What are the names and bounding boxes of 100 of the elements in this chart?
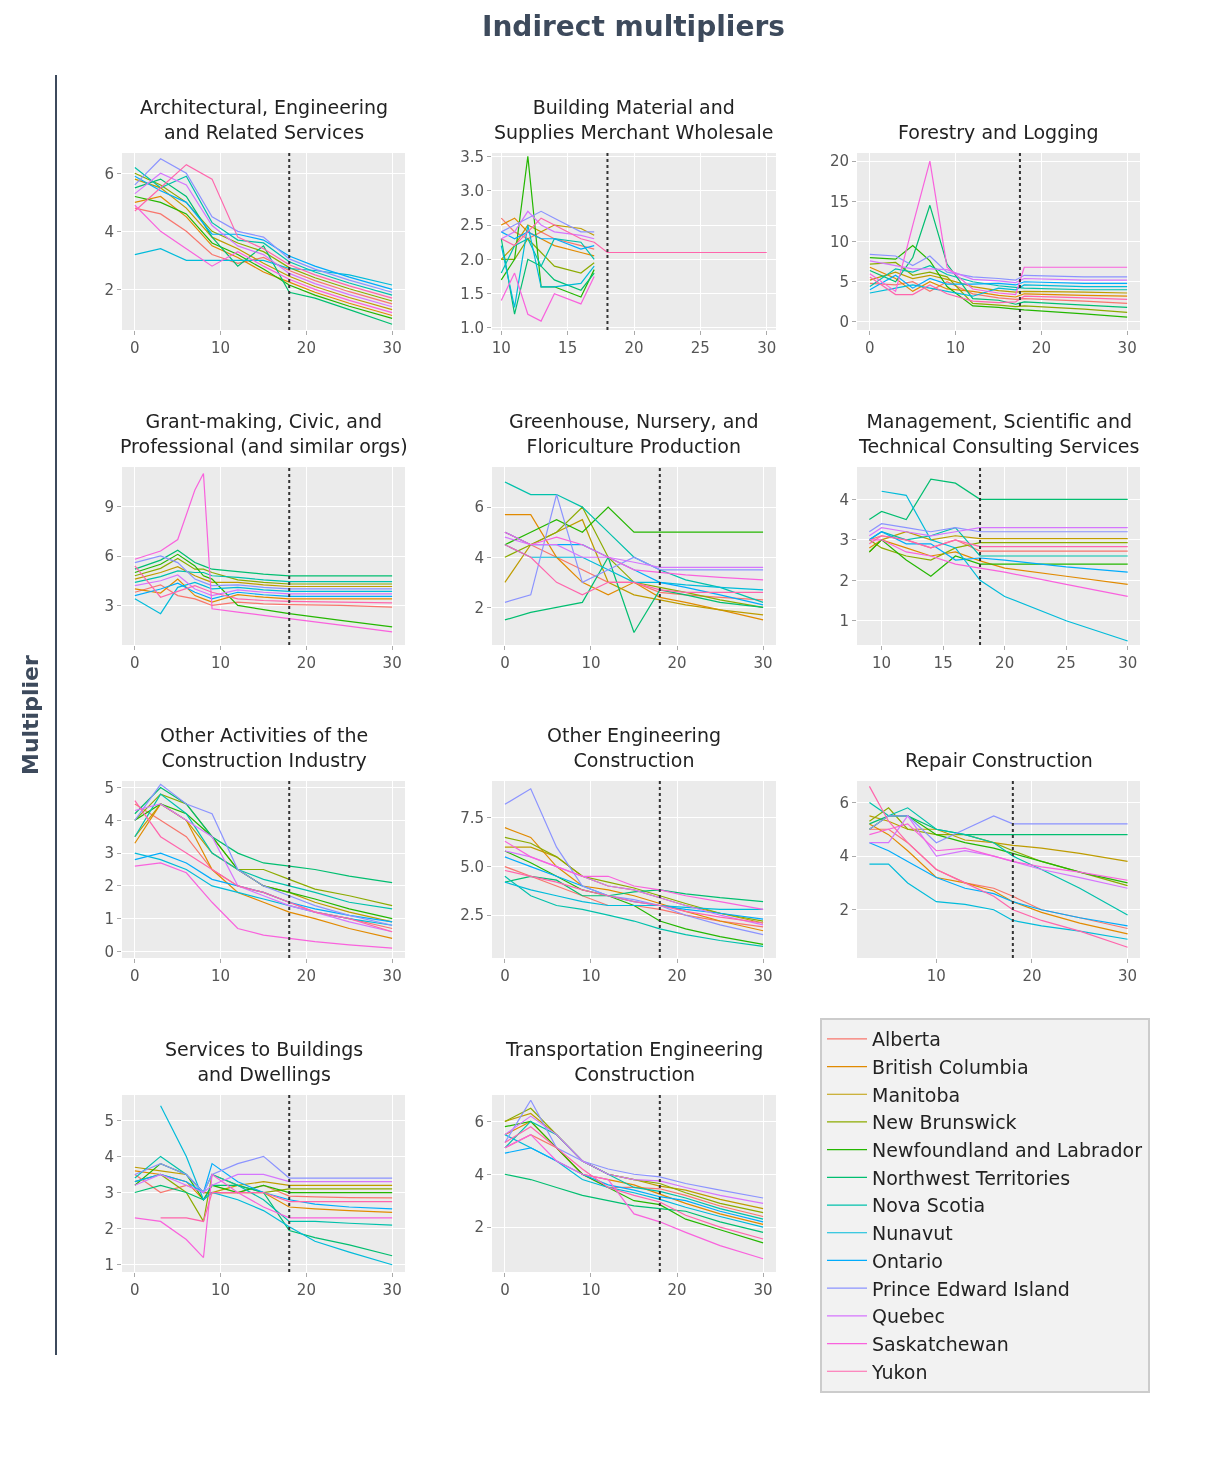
x-tick-label: 0 — [130, 654, 140, 672]
legend-label: New Brunswick — [872, 1111, 1017, 1134]
chart-title: Other Engineering Construction — [547, 724, 721, 771]
y-tick-label: 4 — [104, 222, 114, 241]
legend-label: Alberta — [872, 1028, 941, 1051]
x-tick-label: 10 — [581, 654, 601, 672]
y-tick-label: 15 — [829, 192, 849, 211]
x-tick-label: 10 — [926, 967, 946, 985]
y-tick-label: 1 — [839, 611, 849, 630]
legend-label: Quebec — [872, 1305, 945, 1328]
y-tick-label: 3.5 — [460, 147, 484, 166]
x-tick-label: 0 — [500, 654, 510, 672]
x-tick-label: 20 — [296, 1281, 316, 1299]
legend-label: Saskatchewan — [872, 1332, 1009, 1355]
text: Multiplier — [18, 655, 43, 775]
y-tick-label: 7.5 — [460, 809, 484, 828]
y-tick-label: 2.5 — [460, 906, 484, 925]
x-tick-label: 30 — [753, 1281, 773, 1299]
y-tick-label: 5.0 — [460, 857, 484, 876]
x-tick-label: 30 — [382, 1281, 402, 1299]
legend-label: Northwest Territories — [872, 1166, 1071, 1189]
x-tick-label: 20 — [667, 1281, 687, 1299]
chart-title: Management, Scientific and Technical Consulting Services — [858, 410, 1140, 457]
y-tick-label: 2 — [104, 280, 114, 299]
y-tick-label: 6 — [104, 164, 114, 183]
x-tick-label: 30 — [382, 339, 402, 357]
x-tick-label: 0 — [130, 967, 140, 985]
x-tick-label: 0 — [500, 967, 510, 985]
y-tick-label: 2 — [474, 1218, 484, 1237]
x-tick-label: 30 — [1118, 654, 1138, 672]
x-tick-label: 30 — [753, 654, 773, 672]
x-tick-label: 20 — [624, 339, 644, 357]
chart-title: Repair Construction — [905, 749, 1093, 771]
x-tick-label: 30 — [382, 967, 402, 985]
x-tick-label: 30 — [757, 339, 777, 357]
x-tick-label: 30 — [1118, 967, 1138, 985]
y-tick-label: 2 — [474, 598, 484, 617]
y-tick-label: 6 — [104, 547, 114, 566]
x-tick-label: 20 — [296, 967, 316, 985]
chart-title: Transportation Engineering Construction — [505, 1038, 764, 1085]
x-tick-label: 20 — [995, 654, 1015, 672]
y-tick-label: 3 — [104, 844, 114, 863]
y-tick-label: 2.5 — [460, 216, 484, 235]
chart-title: Greenhouse, Nursery, and Floriculture Production — [509, 410, 759, 457]
y-tick-label: 4 — [104, 811, 114, 830]
x-tick-label: 0 — [500, 1281, 510, 1299]
x-tick-label: 30 — [1117, 339, 1137, 357]
y-tick-label: 5 — [104, 778, 114, 797]
legend-label: Nova Scotia — [872, 1194, 986, 1217]
y-tick-label: 6 — [474, 1112, 484, 1131]
x-tick-label: 10 — [872, 654, 892, 672]
legend-label: Ontario — [872, 1249, 943, 1272]
y-tick-label: 4 — [839, 847, 849, 866]
chart-title: Building Material and Supplies Merchant Wholesale — [494, 96, 774, 143]
y-tick-label: 3 — [104, 1183, 114, 1202]
x-tick-label: 25 — [690, 339, 710, 357]
x-tick-label: 0 — [865, 339, 875, 357]
y-tick-label: 6 — [474, 498, 484, 517]
x-tick-label: 20 — [1031, 339, 1051, 357]
chart-title: Architectural, Engineering and Related Services — [140, 96, 389, 143]
legend-label: Manitoba — [872, 1083, 961, 1106]
y-tick-label: 3 — [839, 531, 849, 550]
x-tick-label: 20 — [1022, 967, 1042, 985]
chart-title: Grant-making, Civic, and Professional (and similar orgs) — [120, 410, 408, 457]
y-tick-label: 2.0 — [460, 250, 484, 269]
y-tick-label: 0 — [104, 942, 114, 961]
y-tick-label: 2 — [839, 900, 849, 919]
y-tick-label: 4 — [474, 1165, 484, 1184]
y-tick-label: 3 — [104, 596, 114, 615]
x-tick-label: 0 — [130, 1281, 140, 1299]
x-tick-label: 10 — [211, 654, 231, 672]
x-tick-label: 20 — [296, 339, 316, 357]
y-tick-label: 3.0 — [460, 181, 484, 200]
x-tick-label: 30 — [382, 654, 402, 672]
y-tick-label: 0 — [839, 313, 849, 332]
x-tick-label: 10 — [211, 967, 231, 985]
y-tick-label: 4 — [474, 548, 484, 567]
legend-label: Nunavut — [872, 1222, 953, 1245]
y-tick-label: 20 — [829, 152, 849, 171]
legend-label: Yukon — [871, 1360, 928, 1383]
x-tick-label: 10 — [211, 339, 231, 357]
chart-title: Other Activities of the Construction Industry — [160, 724, 369, 771]
y-tick-label: 4 — [104, 1147, 114, 1166]
y-tick-label: 1.5 — [460, 284, 484, 303]
y-tick-label: 6 — [839, 793, 849, 812]
legend-label: Newfoundland and Labrador — [872, 1139, 1143, 1162]
y-tick-label: 1 — [104, 909, 114, 928]
x-tick-label: 15 — [558, 339, 578, 357]
y-tick-label: 10 — [829, 232, 849, 251]
y-tick-label: 9 — [104, 497, 114, 516]
x-tick-label: 20 — [667, 654, 687, 672]
x-tick-label: 30 — [753, 967, 773, 985]
text: Indirect multipliers — [482, 10, 785, 43]
chart-title: Forestry and Logging — [898, 121, 1099, 143]
x-tick-label: 25 — [1056, 654, 1076, 672]
x-tick-label: 10 — [491, 339, 511, 357]
y-tick-label: 2 — [839, 571, 849, 590]
y-tick-label: 2 — [104, 1219, 114, 1238]
x-tick-label: 10 — [581, 967, 601, 985]
x-tick-label: 20 — [667, 967, 687, 985]
